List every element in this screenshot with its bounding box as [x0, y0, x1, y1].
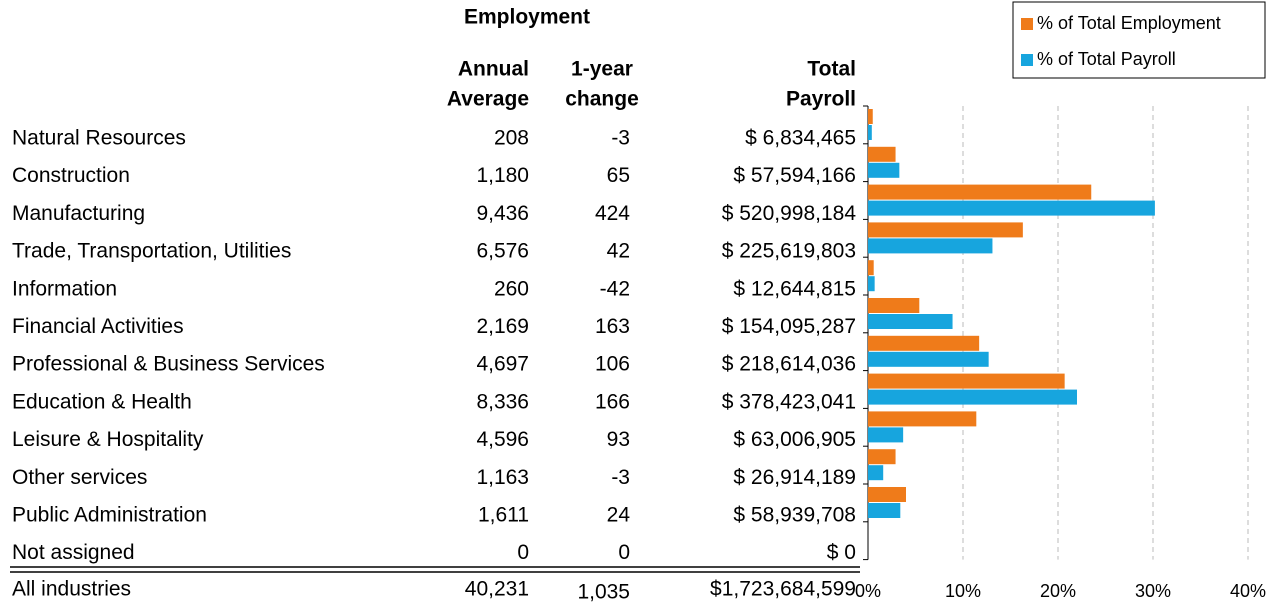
cell: $ 154,095,287 — [722, 315, 856, 338]
total-cell: 40,231 — [465, 578, 529, 601]
column-header: change — [565, 88, 639, 111]
total-cell: $1,723,684,599 — [710, 578, 856, 601]
bar — [868, 162, 900, 178]
cell: 4,596 — [476, 428, 529, 451]
bar — [868, 389, 1077, 405]
bar — [868, 222, 1023, 238]
cell: 4,697 — [476, 353, 529, 376]
cell: $ 57,594,166 — [733, 164, 856, 187]
cell: 65 — [607, 164, 630, 187]
bar — [868, 465, 884, 481]
column-header: Total — [807, 58, 856, 81]
cell: $ 225,619,803 — [722, 240, 856, 263]
bar — [868, 449, 896, 465]
group-header: Employment — [464, 6, 590, 29]
cell: 1,611 — [478, 504, 529, 527]
cell: $ 6,834,465 — [745, 127, 856, 150]
cell: 93 — [607, 428, 630, 451]
row-label: Trade, Transportation, Utilities — [12, 240, 291, 263]
cell: 0 — [517, 541, 529, 564]
total-label: All industries — [12, 578, 131, 601]
row-label: Construction — [12, 164, 130, 187]
cell: $ 218,614,036 — [722, 353, 856, 376]
cell: $ 520,998,184 — [722, 202, 857, 225]
cell: $ 12,644,815 — [733, 277, 856, 300]
cell: $ 63,006,905 — [733, 428, 856, 451]
bar — [868, 314, 953, 329]
total-cell: 1,035 — [577, 581, 630, 604]
cell: 2,169 — [476, 315, 529, 338]
column-header: Average — [447, 88, 529, 111]
bar — [868, 503, 901, 518]
x-tick-label: 10% — [945, 581, 981, 601]
legend-label: % of Total Payroll — [1037, 49, 1176, 69]
x-tick-label: 30% — [1135, 581, 1171, 601]
bar — [868, 411, 977, 427]
row-label: Education & Health — [12, 390, 192, 413]
bar — [868, 487, 906, 502]
bar — [868, 109, 873, 124]
column-header: 1-year — [571, 58, 633, 81]
legend-box — [1012, 1, 1266, 79]
cell: 9,436 — [476, 202, 529, 225]
legend-label: % of Total Employment — [1037, 13, 1221, 33]
column-header: Annual — [458, 58, 529, 81]
cell: 24 — [607, 504, 631, 527]
cell: $ 58,939,708 — [733, 504, 856, 527]
cell: 163 — [595, 315, 630, 338]
x-tick-label: 20% — [1040, 581, 1076, 601]
bar — [868, 146, 896, 162]
cell: 42 — [607, 240, 630, 263]
cell: 208 — [494, 127, 529, 150]
row-label: Manufacturing — [12, 202, 145, 225]
row-label: Professional & Business Services — [12, 353, 325, 376]
cell: $ 378,423,041 — [722, 390, 856, 413]
legend-swatch — [1021, 18, 1033, 30]
cell: 1,180 — [476, 164, 529, 187]
bar — [868, 373, 1065, 389]
cell: $ 0 — [827, 541, 856, 564]
cell: $ 26,914,189 — [733, 466, 856, 489]
cell: 8,336 — [476, 390, 529, 413]
row-label: Leisure & Hospitality — [12, 428, 204, 451]
row-label: Natural Resources — [12, 127, 186, 150]
column-header: Payroll — [786, 88, 856, 111]
bar — [868, 276, 875, 292]
row-label: Public Administration — [12, 504, 207, 527]
cell: -42 — [600, 277, 630, 300]
bar — [868, 427, 904, 443]
row-label: Other services — [12, 466, 147, 489]
x-tick-label: 0% — [855, 581, 881, 601]
bar — [868, 351, 989, 367]
x-tick-label: 40% — [1230, 581, 1266, 601]
cell: -3 — [611, 466, 630, 489]
row-label: Information — [12, 277, 117, 300]
cell: 106 — [595, 353, 630, 376]
cell: 260 — [494, 277, 529, 300]
cell: 424 — [595, 202, 630, 225]
cell: 1,163 — [476, 466, 529, 489]
row-label: Financial Activities — [12, 315, 184, 338]
bar — [868, 184, 1092, 200]
bar — [868, 335, 980, 351]
bar — [868, 238, 993, 254]
cell: -3 — [611, 127, 630, 150]
cell: 166 — [595, 390, 630, 413]
cell: 0 — [618, 541, 630, 564]
bar — [868, 298, 920, 313]
legend-swatch — [1021, 54, 1033, 66]
row-label: Not assigned — [12, 541, 135, 564]
bar — [868, 260, 874, 276]
cell: 6,576 — [476, 240, 529, 263]
bar — [868, 125, 872, 140]
bar — [868, 200, 1155, 216]
